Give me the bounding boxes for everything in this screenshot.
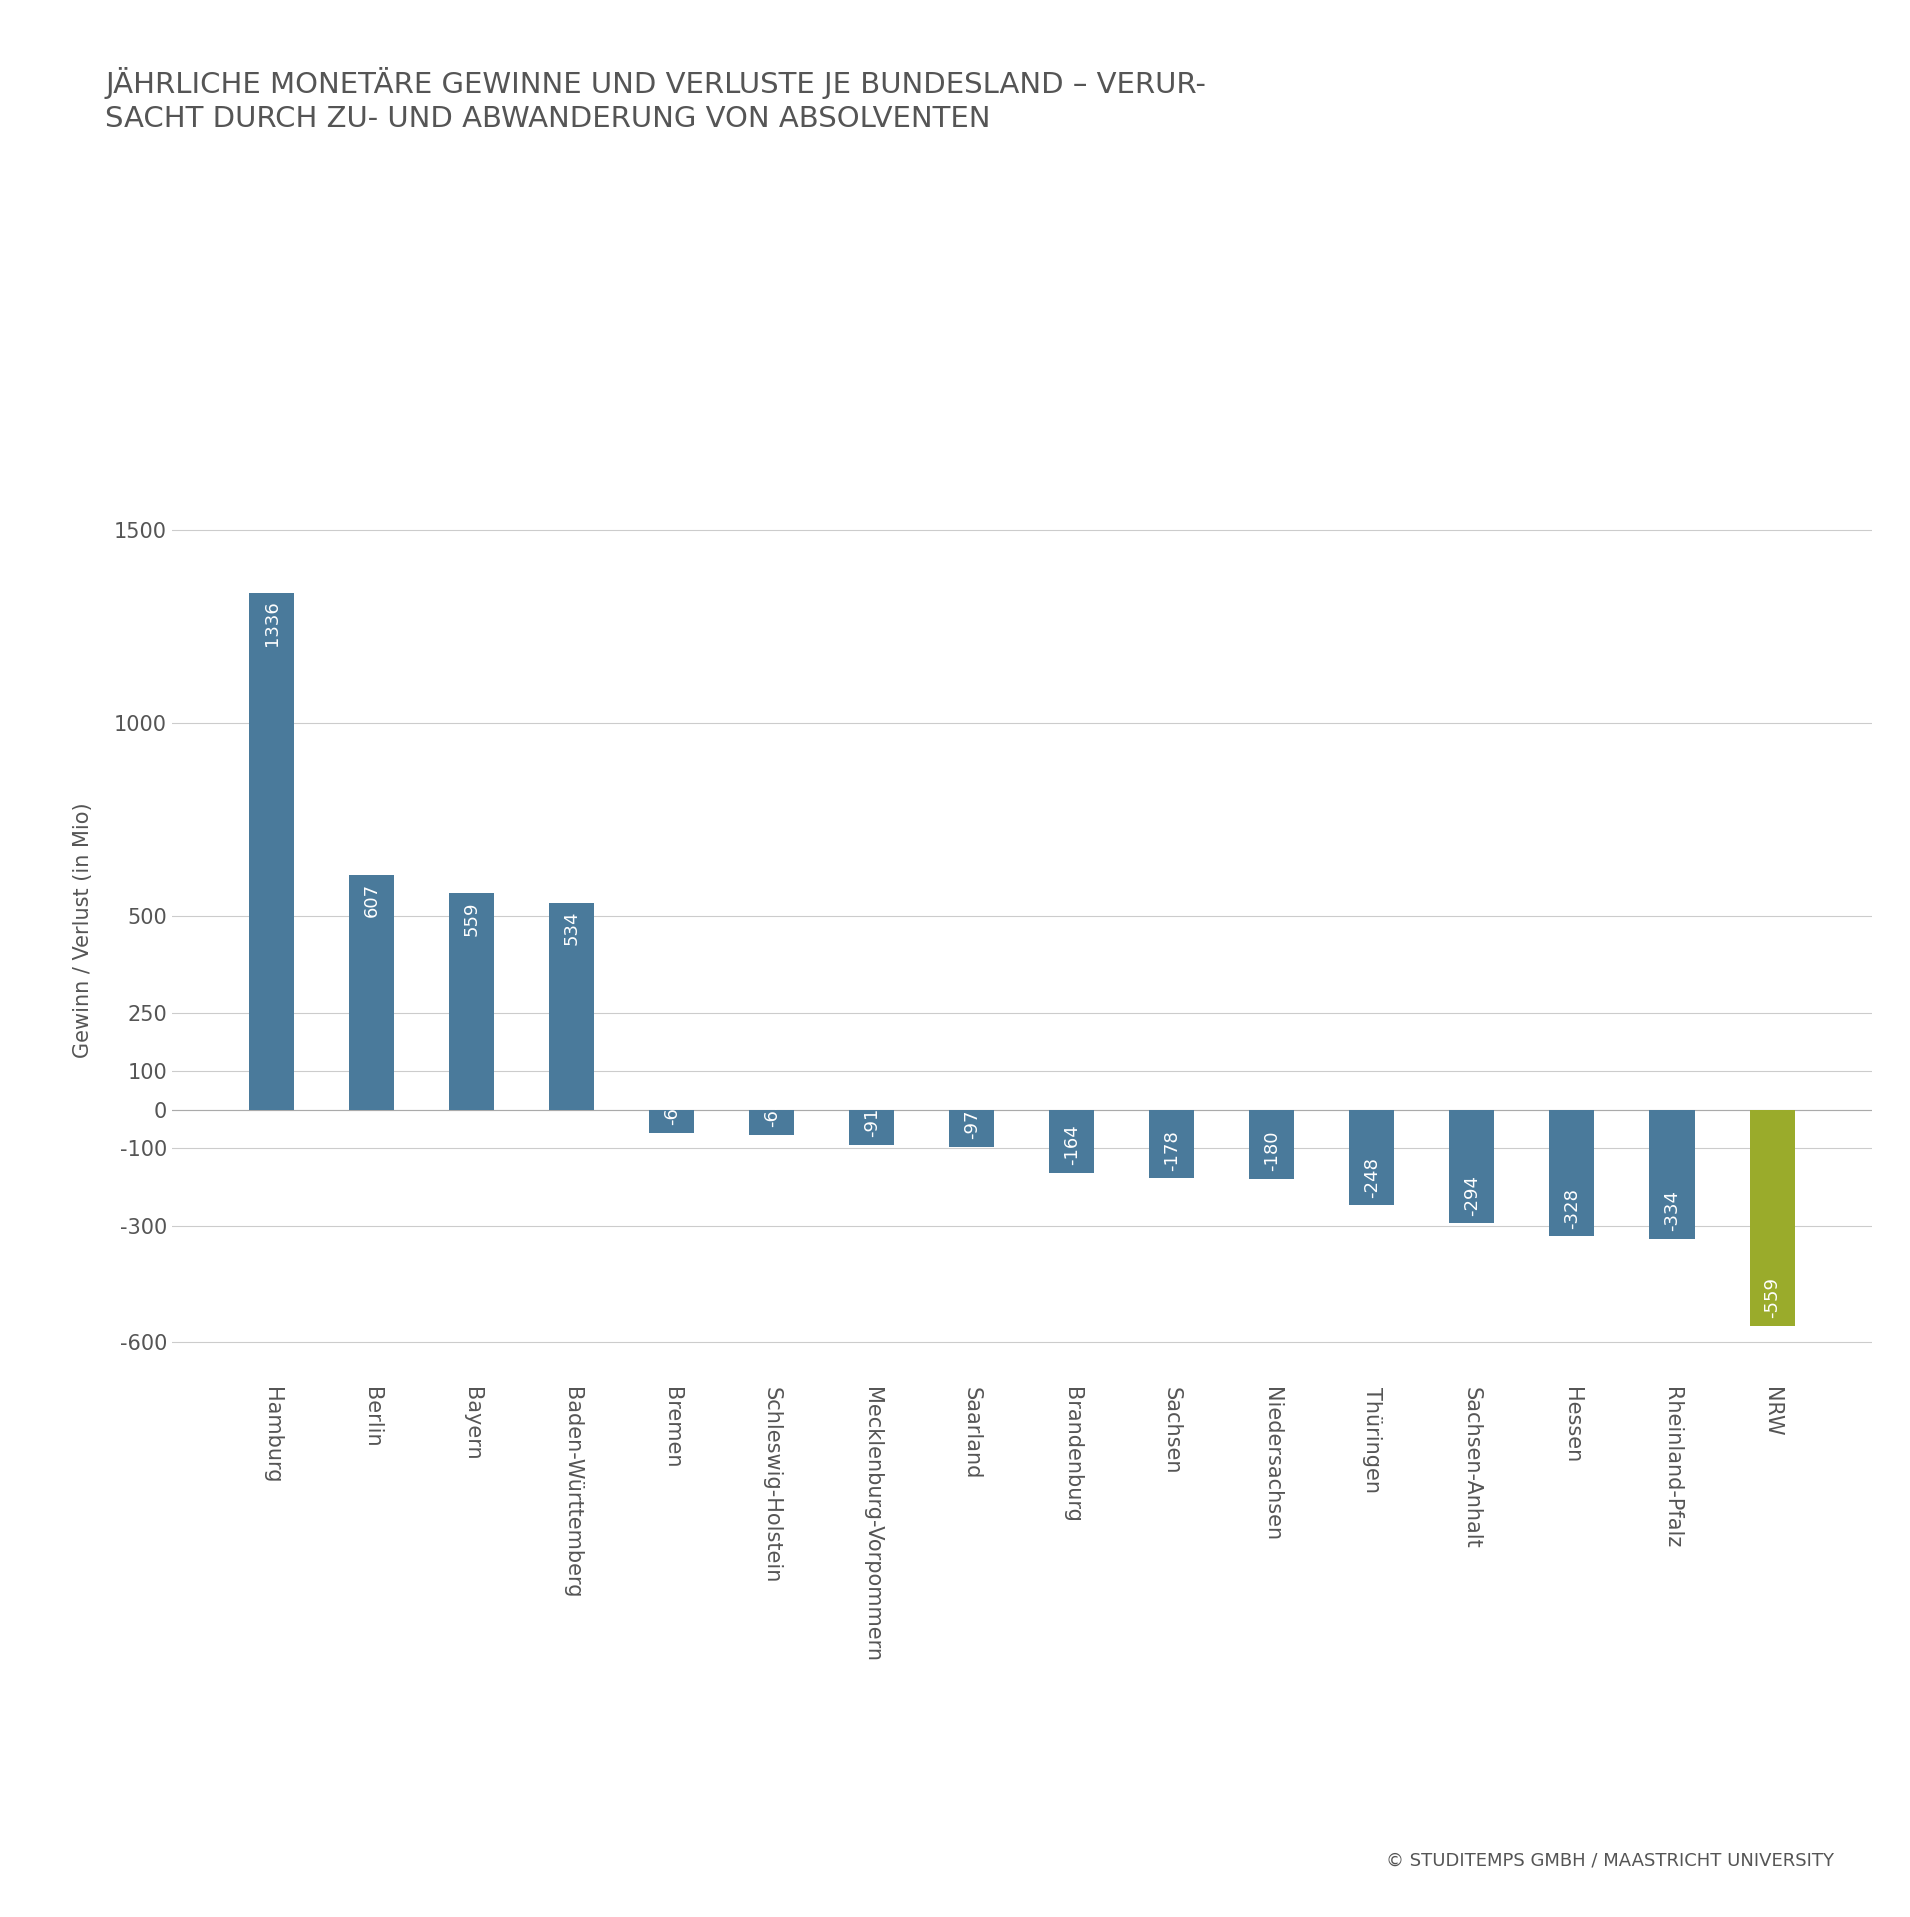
Bar: [1750, 1110, 1795, 1327]
Text: -65: -65: [762, 1098, 781, 1127]
Bar: [1150, 1110, 1194, 1179]
Text: -178: -178: [1163, 1129, 1180, 1171]
Text: -328: -328: [1562, 1189, 1581, 1229]
Text: JÄHRLICHE MONETÄRE GEWINNE UND VERLUSTE JE BUNDESLAND – VERUR-: JÄHRLICHE MONETÄRE GEWINNE UND VERLUSTE …: [105, 67, 1205, 100]
Text: 1336: 1336: [264, 600, 281, 646]
Text: -334: -334: [1664, 1190, 1681, 1231]
Bar: [949, 1110, 995, 1146]
Bar: [649, 1110, 693, 1133]
Text: -248: -248: [1364, 1156, 1381, 1198]
Bar: [1049, 1110, 1094, 1173]
Text: 607: 607: [363, 882, 380, 916]
Text: © STUDITEMPS GMBH / MAASTRICHT UNIVERSITY: © STUDITEMPS GMBH / MAASTRICHT UNIVERSIT…: [1385, 1852, 1834, 1869]
Bar: [1350, 1110, 1394, 1206]
Bar: [850, 1110, 894, 1144]
Bar: [1450, 1110, 1494, 1223]
Text: -91: -91: [863, 1108, 881, 1137]
Text: 559: 559: [462, 901, 481, 935]
Text: -60: -60: [663, 1097, 680, 1125]
Y-axis label: Gewinn / Verlust (in Mio): Gewinn / Verlust (in Mio): [73, 801, 94, 1058]
Text: -559: -559: [1763, 1277, 1780, 1319]
Bar: [749, 1110, 795, 1135]
Text: SACHT DURCH ZU- UND ABWANDERUNG VON ABSOLVENTEN: SACHT DURCH ZU- UND ABWANDERUNG VON ABSO…: [105, 105, 991, 134]
Text: 534: 534: [563, 911, 581, 945]
Text: -97: -97: [963, 1110, 982, 1139]
Bar: [1249, 1110, 1295, 1179]
Text: -180: -180: [1263, 1131, 1282, 1171]
Bar: [248, 592, 294, 1110]
Bar: [350, 874, 393, 1110]
Bar: [1650, 1110, 1694, 1238]
Bar: [1549, 1110, 1595, 1236]
Bar: [449, 893, 495, 1110]
Text: -164: -164: [1062, 1125, 1081, 1166]
Bar: [550, 903, 594, 1110]
Text: -294: -294: [1463, 1175, 1480, 1215]
